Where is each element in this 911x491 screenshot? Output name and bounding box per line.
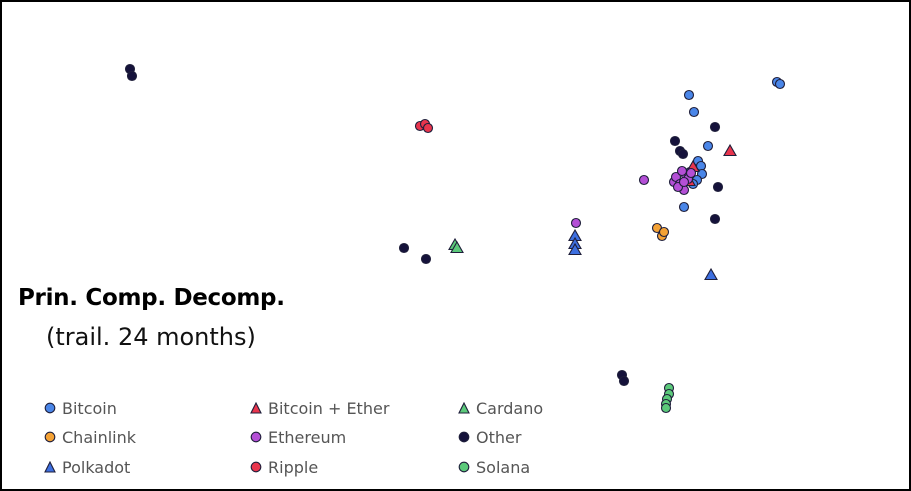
point-other-3 bbox=[420, 253, 432, 265]
chart-title: Prin. Comp. Decomp. bbox=[18, 285, 285, 311]
legend-item-bitcoin-ether: Bitcoin + Ether bbox=[250, 397, 389, 419]
point-cardano-1 bbox=[450, 240, 464, 254]
point-ethereum-9 bbox=[685, 167, 697, 179]
point-bitcoin-10 bbox=[774, 78, 786, 90]
legend-item-chainlink: Chainlink bbox=[44, 426, 136, 448]
legend-label-bitcoin-ether: Bitcoin + Ether bbox=[268, 398, 390, 418]
point-bitcoin-1 bbox=[688, 106, 700, 118]
point-other-8 bbox=[677, 148, 689, 160]
legend-marker-chainlink bbox=[44, 431, 56, 443]
legend-label-ethereum: Ethereum bbox=[268, 427, 347, 447]
series-solana bbox=[660, 382, 675, 414]
legend-label-cardano: Cardano bbox=[476, 398, 544, 418]
series-ripple bbox=[414, 118, 434, 134]
series-bitcoin bbox=[678, 76, 786, 213]
legend-item-bitcoin: Bitcoin bbox=[44, 397, 117, 419]
legend-label-solana: Solana bbox=[476, 457, 531, 477]
legend-marker-cardano bbox=[458, 402, 470, 414]
legend-item-ripple: Ripple bbox=[250, 456, 318, 478]
legend-label-bitcoin: Bitcoin bbox=[62, 398, 117, 418]
legend-item-other: Other bbox=[458, 426, 521, 448]
legend-marker-polkadot bbox=[44, 461, 56, 473]
point-solana-4 bbox=[660, 402, 672, 414]
point-ethereum-1 bbox=[638, 174, 650, 186]
point-ethereum-0 bbox=[570, 217, 582, 229]
series-ethereum bbox=[570, 165, 697, 229]
legend-label-polkadot: Polkadot bbox=[62, 457, 131, 477]
point-other-11 bbox=[709, 213, 721, 225]
point-ethereum-11 bbox=[678, 176, 690, 188]
point-polkadot-3 bbox=[704, 267, 718, 281]
point-other-6 bbox=[669, 135, 681, 147]
legend-item-ethereum: Ethereum bbox=[250, 426, 346, 448]
legend-label-chainlink: Chainlink bbox=[62, 427, 136, 447]
series-other bbox=[124, 63, 724, 387]
legend-item-polkadot: Polkadot bbox=[44, 456, 130, 478]
point-other-10 bbox=[712, 181, 724, 193]
legend-label-ripple: Ripple bbox=[268, 457, 319, 477]
legend-marker-ripple bbox=[250, 461, 262, 473]
point-bitcoin-0 bbox=[683, 89, 695, 101]
point-chainlink-2 bbox=[658, 226, 670, 238]
point-bitcoin-ether-0 bbox=[723, 143, 737, 157]
point-other-9 bbox=[709, 121, 721, 133]
point-other-1 bbox=[126, 70, 138, 82]
point-bitcoin-2 bbox=[702, 140, 714, 152]
legend-marker-ethereum bbox=[250, 431, 262, 443]
legend-marker-other bbox=[458, 431, 470, 443]
point-bitcoin-8 bbox=[678, 201, 690, 213]
legend-item-cardano: Cardano bbox=[458, 397, 543, 419]
series-cardano bbox=[448, 237, 464, 254]
legend-marker-bitcoin bbox=[44, 402, 56, 414]
legend-marker-solana bbox=[458, 461, 470, 473]
legend-label-other: Other bbox=[476, 427, 522, 447]
series-polkadot bbox=[568, 228, 718, 281]
legend-marker-bitcoin-ether bbox=[250, 402, 262, 414]
point-polkadot-2 bbox=[568, 242, 582, 256]
legend-item-solana: Solana bbox=[458, 456, 530, 478]
chart-subtitle: (trail. 24 months) bbox=[46, 323, 256, 351]
point-ethereum-7 bbox=[676, 165, 688, 177]
point-other-2 bbox=[398, 242, 410, 254]
point-other-5 bbox=[618, 375, 630, 387]
point-ripple-2 bbox=[422, 122, 434, 134]
series-chainlink bbox=[651, 222, 670, 242]
